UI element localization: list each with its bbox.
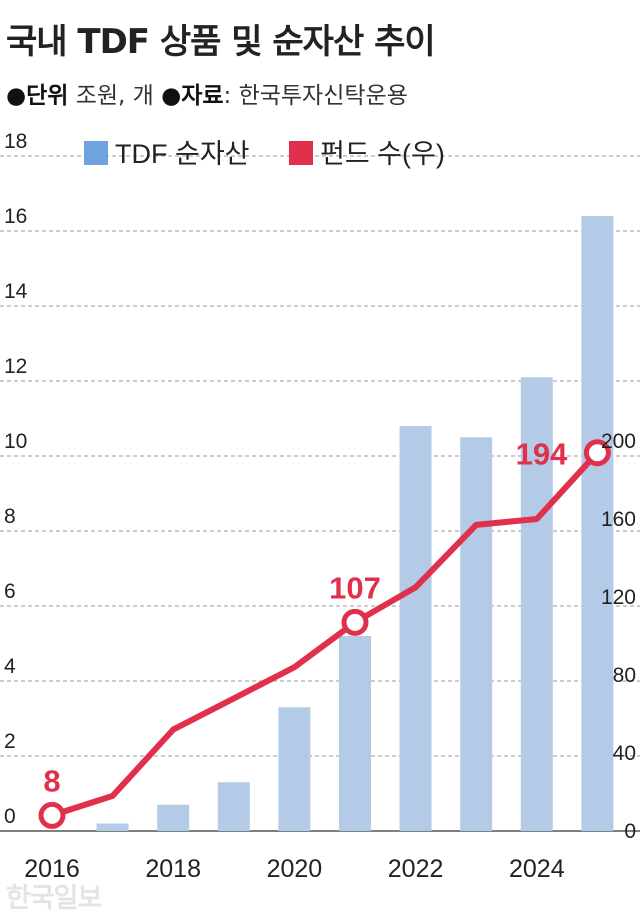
y-right-tick-label: 160 [601, 508, 636, 531]
chart-subtitle: ●단위 조원, 개 ●자료: 한국투자신탁운용 [6, 76, 408, 110]
y-left-tick-label: 14 [4, 280, 28, 303]
legend-swatch-bar [84, 141, 108, 165]
bar [96, 823, 129, 831]
line-point [341, 608, 369, 636]
bar [520, 377, 553, 831]
y-left-tick-label: 2 [4, 730, 16, 753]
y-left-tick-label: 10 [4, 430, 27, 453]
x-tick-label: 2022 [388, 855, 444, 883]
y-left-tick-label: 12 [4, 355, 27, 378]
y-right-tick-label: 120 [601, 586, 636, 609]
x-tick-label: 2024 [509, 855, 565, 883]
bar [157, 804, 190, 831]
bar [581, 216, 614, 831]
bar [278, 707, 311, 831]
y-left-tick-label: 0 [4, 805, 16, 828]
bar [339, 636, 371, 831]
legend-swatch-line [289, 141, 313, 165]
data-label: 107 [329, 570, 381, 605]
x-tick-label: 2016 [24, 855, 80, 883]
chart-title: 국내 TDF 상품 및 순자산 추이 [6, 22, 436, 62]
axes: 0 2 4 6 8 10 12 14 16 18 0 40 80 120 160 200 2016 2018 202… [4, 130, 636, 883]
x-tick-label: 2020 [267, 855, 323, 883]
y-left-tick-label: 18 [4, 130, 27, 153]
data-label: 194 [516, 437, 568, 472]
x-tick-label: 2018 [145, 855, 201, 883]
legend-label: 펀드 수(우) [320, 139, 445, 169]
legend: TDF 순자산 펀드 수(우) [84, 139, 445, 169]
y-left-tick-label: 6 [4, 580, 16, 603]
source-value: : 한국투자신탁운용 [223, 83, 408, 109]
y-left-tick-label: 4 [4, 655, 16, 678]
line-series: 8 107 194 [38, 437, 611, 829]
data-label: 8 [43, 763, 60, 798]
bar [217, 782, 250, 831]
source-label: ●자료 [161, 83, 224, 109]
y-right-tick-label: 200 [601, 430, 636, 453]
line-point [583, 439, 611, 467]
y-left-tick-label: 8 [4, 505, 16, 528]
bar-series [96, 216, 614, 831]
unit-label: ●단위 [6, 83, 69, 109]
y-right-tick-label: 0 [624, 820, 636, 843]
y-right-tick-label: 80 [613, 664, 636, 687]
y-right-tick-label: 40 [613, 742, 636, 765]
line-point [38, 801, 66, 829]
bar [399, 426, 432, 831]
unit-value: 조원, 개 [75, 83, 154, 109]
watermark-logo: 한국일보 [6, 883, 102, 914]
y-left-tick-label: 16 [4, 205, 27, 228]
line-path [49, 449, 601, 819]
bar [460, 437, 493, 831]
legend-label: TDF 순자산 [115, 139, 250, 169]
